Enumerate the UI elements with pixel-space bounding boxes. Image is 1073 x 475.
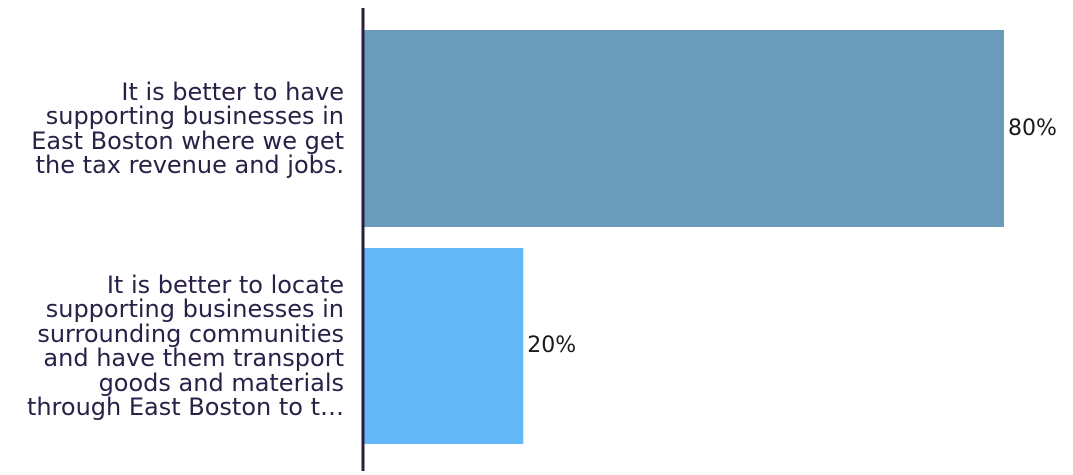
value-label-1: 80% (1008, 115, 1057, 141)
bar-2 (363, 248, 524, 444)
category-label-1: It is better to have supporting business… (31, 77, 344, 179)
value-label-2: 20% (527, 333, 577, 358)
bar-1 (363, 30, 1004, 227)
category-label-2: It is better to locate supporting busine… (26, 270, 344, 421)
